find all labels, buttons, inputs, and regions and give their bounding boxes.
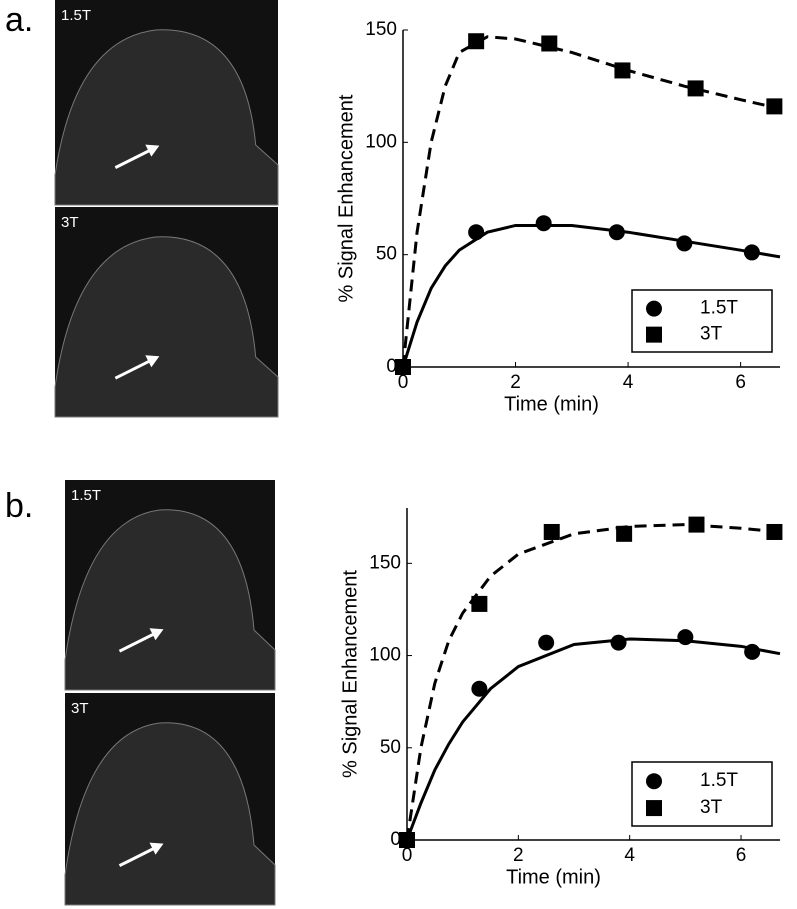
legend-marker [646,773,662,790]
panel-label: a. [5,1,33,39]
legend-marker [646,800,662,817]
point [468,224,485,241]
y-axis-label: % Signal Enhancement [335,94,357,302]
tissue [64,722,276,906]
y-tick-label: 0 [386,356,397,377]
point [395,359,411,375]
point [743,244,760,261]
point [687,80,704,97]
x-tick-label: 4 [624,845,635,866]
point [538,634,555,651]
legend-label: 3T [700,324,723,345]
y-axis-label: % Signal Enhancement [339,570,361,778]
point [471,595,488,612]
x-tick-label: 2 [510,372,521,393]
arrow-head [149,628,164,641]
point [766,523,783,540]
y-tick-label: 100 [369,645,401,666]
point [471,680,488,697]
point [535,215,552,232]
x-tick-label: 6 [736,845,747,866]
point [676,235,693,252]
y-tick-label: 150 [369,552,401,573]
fit-line [401,223,781,368]
x-axis-label: Time (min) [504,393,599,415]
image-label: 3T [61,214,79,231]
tissue [54,29,279,206]
x-tick-label: 4 [623,372,634,393]
y-tick-label: 100 [365,131,397,152]
image-label: 1.5T [71,487,101,504]
point [610,634,627,651]
x-tick-label: 0 [398,372,409,393]
legend-marker [646,326,662,343]
x-tick-label: 6 [735,372,746,393]
point [677,629,694,646]
tissue [64,509,276,691]
image-label: 3T [71,700,89,717]
legend-marker [646,300,662,317]
y-tick-label: 50 [376,244,397,265]
point [608,224,625,241]
image-label: 1.5T [61,7,91,24]
arrow-head [145,355,160,368]
point [541,35,558,52]
point [543,523,560,540]
x-tick-label: 0 [402,845,413,866]
point [616,525,633,542]
arrow-head [145,144,160,157]
x-axis-label: Time (min) [506,866,601,888]
y-tick-label: 50 [380,737,401,758]
point [399,832,415,848]
tissue [54,236,279,418]
arrow-head [149,842,164,855]
fit-line [401,35,781,368]
point [468,33,485,50]
legend-label: 3T [700,797,723,818]
point [614,62,631,79]
point [766,98,783,115]
y-tick-label: 0 [390,829,401,850]
x-tick-label: 2 [513,845,524,866]
y-tick-label: 150 [365,19,397,40]
fit-line [405,637,781,841]
point [744,643,761,660]
panel-label: b. [5,487,33,525]
legend-label: 1.5T [700,770,738,791]
point [688,516,705,533]
legend-label: 1.5T [700,298,738,319]
